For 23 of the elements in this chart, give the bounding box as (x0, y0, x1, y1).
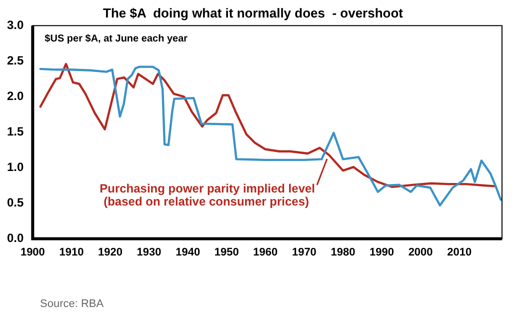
y-tick-label: 3.0 (6, 18, 24, 32)
x-tick-label: 1910 (59, 246, 84, 258)
x-tick-label: 1980 (330, 246, 356, 258)
x-tick-label: 1900 (20, 246, 45, 258)
chart-title: The $A doing what it normally does - overshoot (103, 5, 404, 20)
x-tick-label: 1920 (98, 246, 122, 258)
source-note: Source: RBA (40, 298, 104, 310)
y-tick-label: 1.0 (6, 160, 24, 174)
y-tick-label: 0.5 (6, 196, 24, 210)
y-tick-label: 2.0 (6, 88, 24, 103)
x-tick-label: 2010 (447, 246, 472, 258)
x-tick-label: 1940 (176, 246, 200, 258)
x-tick-label: 1960 (253, 246, 278, 258)
y-tick-label: 0.0 (6, 231, 24, 246)
annotation: Purchasing power parity implied level (based on relative consumer prices) (100, 181, 316, 208)
x-tick-label: 1990 (370, 246, 394, 258)
text: $US per $A, at June each year (44, 33, 188, 44)
y-tick-label: 1.5 (6, 124, 24, 139)
x-tick-label: 1950 (214, 246, 239, 258)
y-tick-label: 2.5 (6, 53, 24, 68)
x-tick-label: 2000 (408, 246, 433, 258)
x-tick-label: 1930 (136, 246, 162, 258)
x-tick-label: 1970 (292, 246, 316, 258)
